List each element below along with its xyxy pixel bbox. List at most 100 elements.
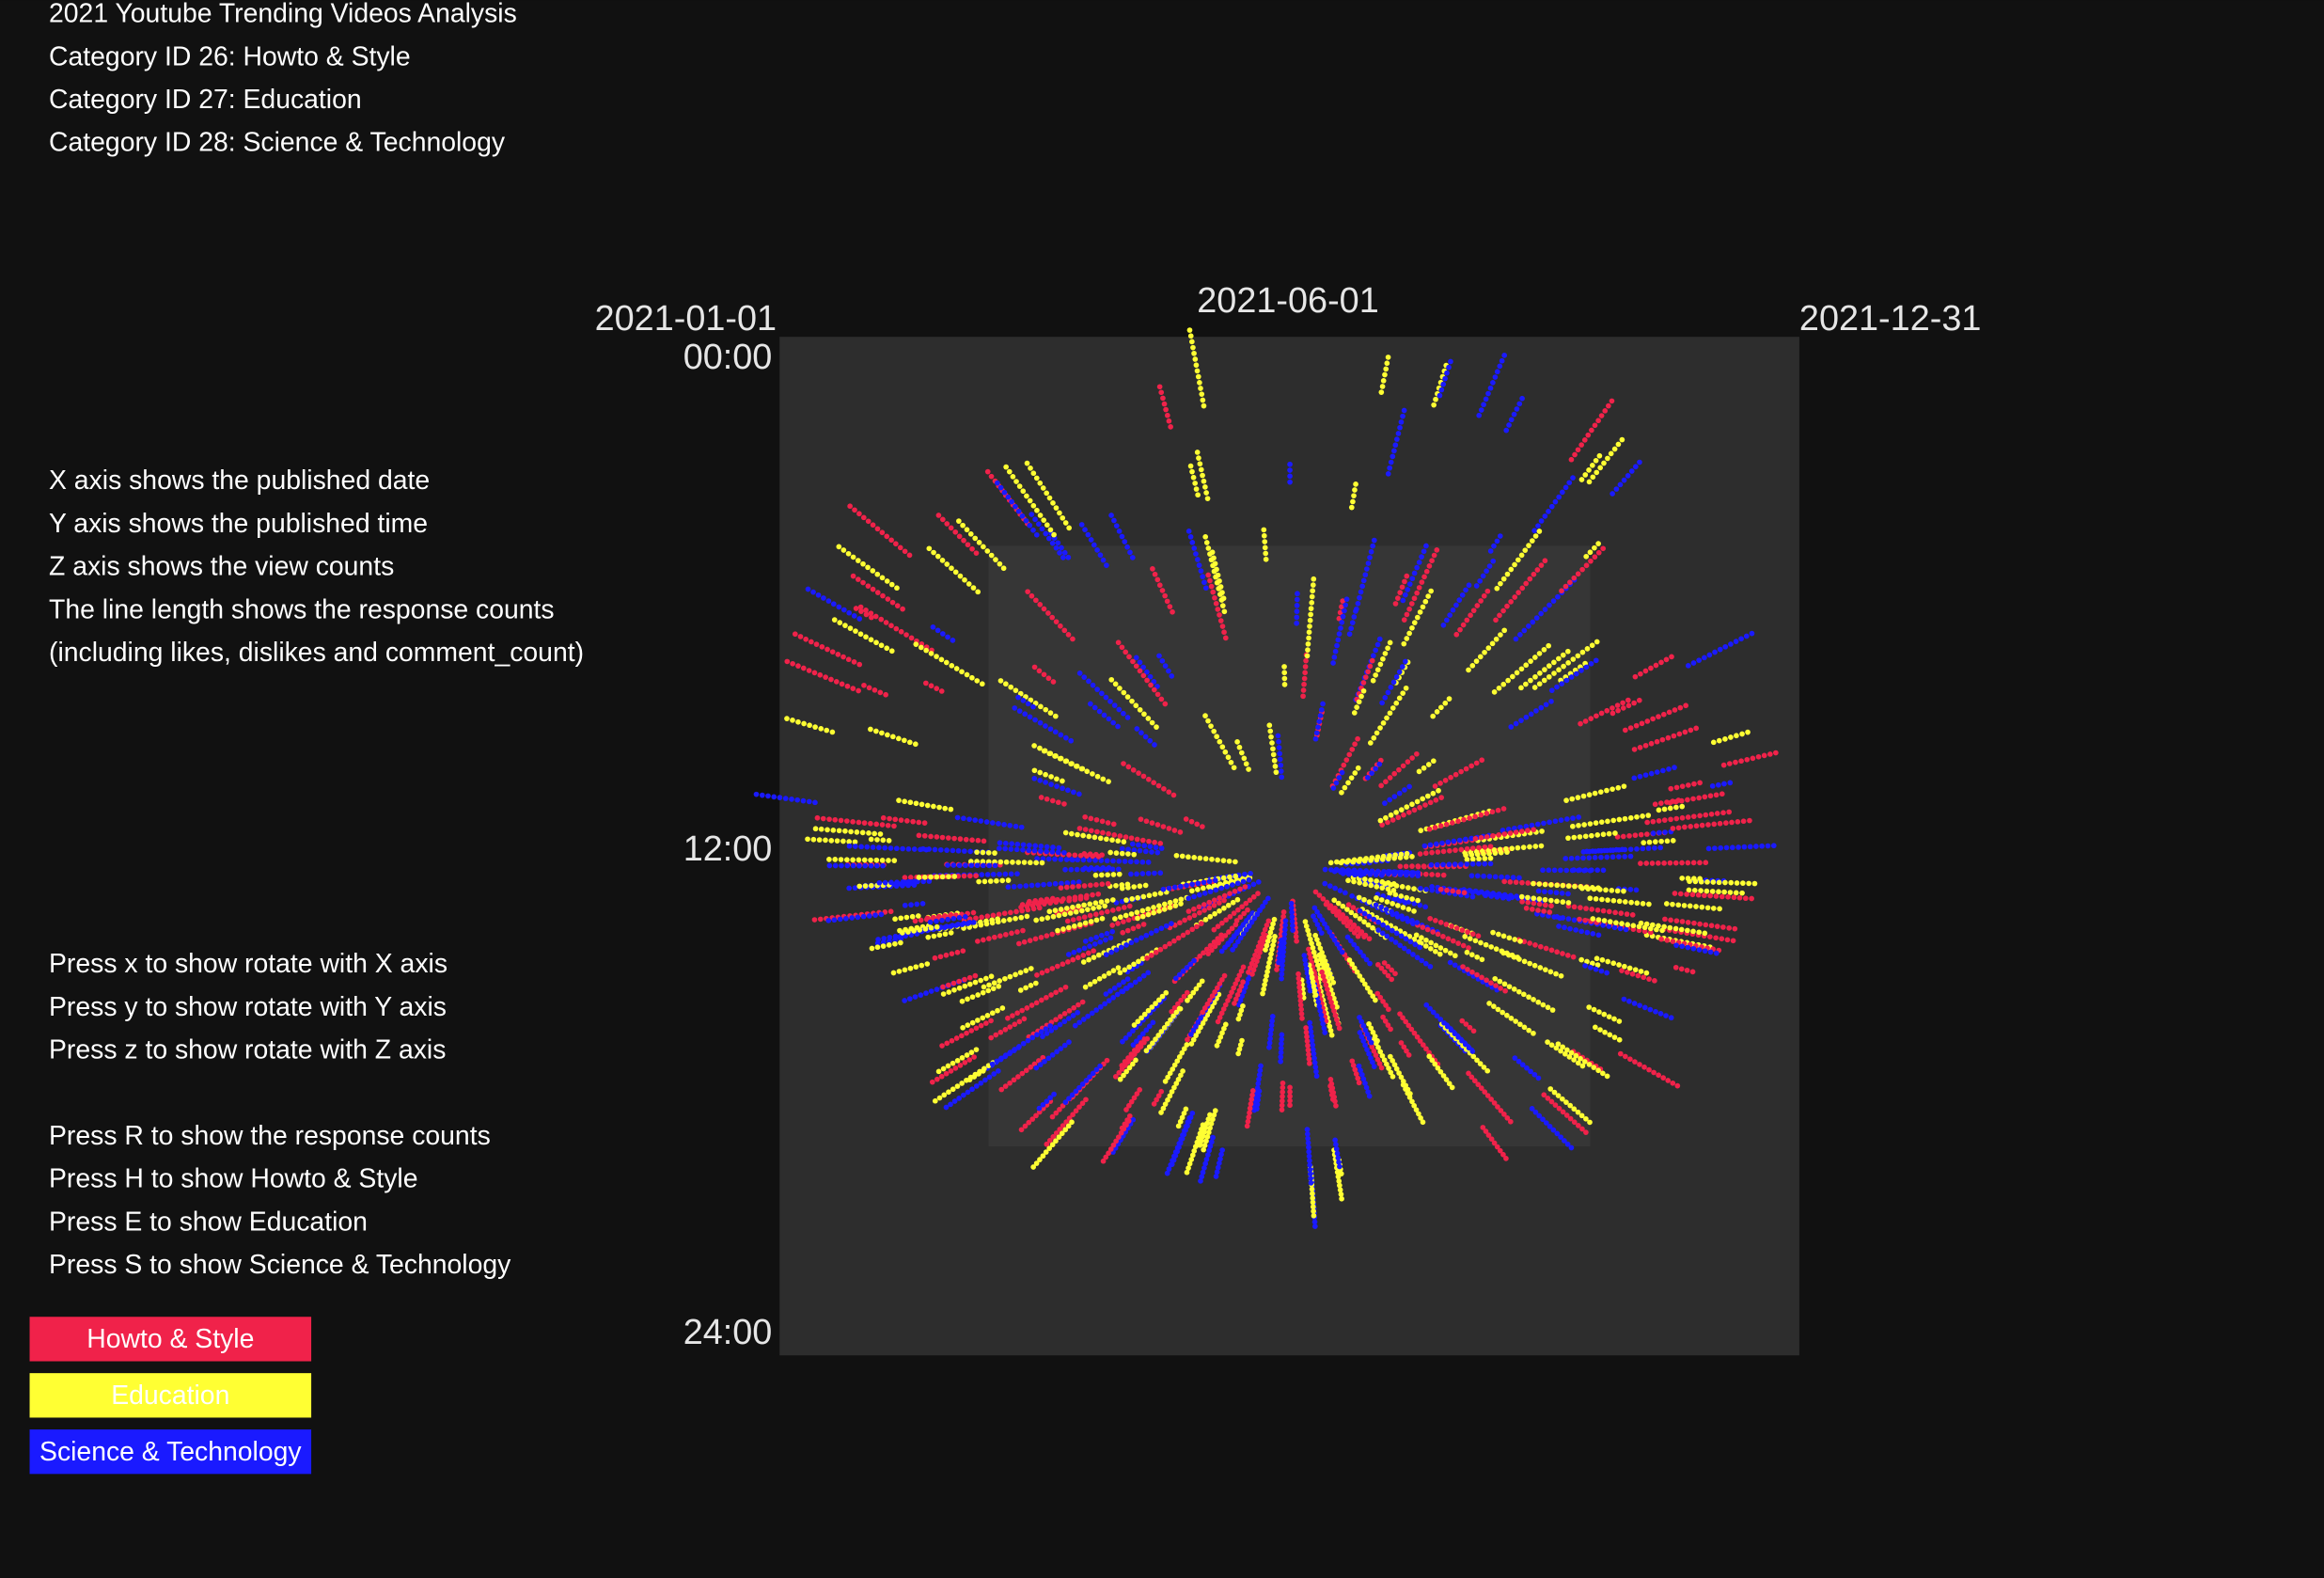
decor-dot: [1381, 1057, 1388, 1064]
decor-dot: [1317, 713, 1324, 718]
decor-dot: [950, 1086, 956, 1093]
decor-dot: [942, 931, 949, 938]
decor-dot: [1226, 858, 1233, 864]
decor-dot: [1578, 477, 1585, 482]
decor-dot: [874, 590, 881, 595]
decor-dot: [1205, 572, 1212, 578]
decor-dot: [1535, 523, 1541, 529]
decor-dot: [1222, 635, 1229, 641]
decor-dot: [1257, 939, 1264, 945]
decor-dot: [1382, 695, 1389, 701]
decor-dot: [1462, 934, 1468, 939]
decor-dot: [1437, 1017, 1444, 1022]
decor-dot: [1098, 909, 1105, 916]
decor-ray: [1594, 955, 1650, 976]
decor-dot: [1316, 925, 1323, 932]
decor-dot: [1629, 970, 1636, 977]
decor-dot: [943, 952, 950, 958]
decor-dot: [1081, 883, 1088, 889]
decor-dot: [1145, 870, 1152, 876]
decor-dot: [1542, 667, 1547, 672]
decor-dot: [1586, 792, 1593, 797]
decor-dot: [996, 983, 1002, 989]
decor-dot: [919, 901, 926, 907]
decor-dot: [1219, 1030, 1225, 1036]
decor-dot: [950, 915, 957, 922]
decor-dot: [932, 846, 938, 853]
decor-dot: [1576, 814, 1582, 820]
decor-dot: [1391, 896, 1397, 903]
decor-dot: [1029, 1034, 1036, 1041]
decor-dot: [1482, 1089, 1488, 1095]
decor-dot: [902, 967, 908, 973]
decor-dot: [1051, 1091, 1057, 1097]
decor-dot: [1648, 665, 1654, 671]
decor-dot: [914, 901, 920, 907]
decor-dot: [1504, 874, 1511, 880]
decor-dot: [1589, 867, 1594, 874]
decor-dot: [1264, 923, 1270, 928]
decor-dot: [1615, 441, 1622, 448]
decor-dot: [965, 996, 970, 1002]
decor-dot: [1280, 944, 1287, 951]
decor-dot: [1135, 894, 1140, 901]
decor-dot: [1565, 900, 1572, 906]
decor-dot: [1560, 652, 1566, 658]
decor-dot: [1190, 989, 1197, 996]
decor-dot: [1197, 461, 1203, 467]
decor-dot: [913, 800, 919, 807]
decor-dot: [1088, 701, 1093, 707]
decor-dot: [806, 798, 812, 805]
decor-ray: [1670, 817, 1752, 831]
decor-dot: [1466, 582, 1472, 589]
decor-dot: [1087, 1074, 1092, 1080]
decor-dot: [1500, 950, 1507, 956]
decor-dot: [1550, 1127, 1557, 1133]
decor-ray: [1119, 845, 1161, 856]
decor-dot: [1485, 645, 1492, 651]
decor-dot: [913, 964, 919, 970]
decor-dot: [920, 878, 927, 885]
decor-dot: [1456, 597, 1463, 603]
decor-dot: [1654, 738, 1660, 745]
decor-dot: [1297, 998, 1304, 1003]
decor-dot: [950, 1060, 956, 1066]
decor-dot: [1389, 967, 1395, 973]
decor-dot: [1043, 898, 1049, 905]
decor-dot: [1588, 964, 1594, 970]
decor-dot: [1278, 1054, 1284, 1060]
decor-dot: [1578, 1112, 1585, 1119]
decor-dot: [1094, 547, 1100, 553]
decor-dot: [1486, 1001, 1492, 1006]
decor-dot: [1566, 480, 1573, 486]
decor-dot: [1076, 1019, 1083, 1026]
decor-dot: [953, 1035, 960, 1041]
decor-dot: [975, 837, 981, 844]
decor-dot: [1006, 468, 1013, 475]
decor-dot: [1136, 770, 1141, 776]
decor-dot: [1361, 919, 1367, 925]
decor-dot: [940, 991, 947, 997]
decor-dot: [1537, 943, 1544, 950]
decor-dot: [879, 575, 886, 581]
decor-dot: [879, 730, 885, 736]
decor-dot: [1335, 900, 1342, 907]
decor-dot: [1209, 993, 1216, 999]
decor-dot: [1556, 655, 1562, 662]
decor-dot: [1681, 903, 1688, 908]
decor-dot: [1055, 849, 1061, 856]
decor-dot: [1133, 1057, 1138, 1064]
decor-dot: [1422, 943, 1429, 949]
decor-dot: [1536, 1112, 1543, 1119]
decor-dot: [1241, 988, 1247, 995]
decor-ray: [1672, 891, 1754, 902]
decor-dot: [1565, 916, 1572, 922]
decor-dot: [1099, 881, 1106, 888]
decor-dot: [813, 641, 820, 647]
decor-dot: [1186, 895, 1192, 902]
decor-dot: [843, 857, 850, 863]
decor-dot: [1501, 1112, 1507, 1117]
decor-dot: [1171, 1004, 1178, 1011]
decor-dot: [1262, 544, 1268, 551]
decor-dot: [1137, 847, 1143, 854]
